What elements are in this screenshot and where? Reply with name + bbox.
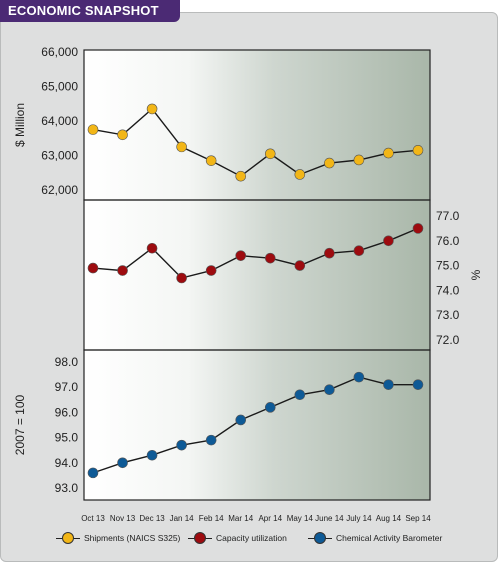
data-point-1-7 (294, 169, 306, 180)
data-point-3-4 (205, 434, 217, 446)
data-point-2-0 (87, 262, 99, 274)
panel-3-ytick: 97.0 (55, 380, 79, 394)
data-point-3-9 (353, 371, 365, 383)
legend-item-shipments: Shipments (NAICS S325) (56, 528, 180, 548)
data-point-3-3 (176, 439, 187, 451)
legend-label-capacity: Capacity utilization (216, 533, 287, 543)
legend-label-shipments: Shipments (NAICS S325) (84, 533, 181, 543)
data-point-3-5 (235, 414, 247, 426)
legend-swatch-capacity (194, 532, 206, 544)
x-tick-label: Aug 14 (376, 514, 402, 523)
x-tick-label: Mar 14 (228, 514, 253, 523)
data-point-2-8 (324, 247, 335, 259)
x-tick-label: Apr 14 (258, 514, 282, 523)
panel-1-ytick: 64,000 (41, 114, 78, 128)
data-point-1-3 (176, 141, 187, 153)
data-point-2-4 (205, 265, 217, 276)
data-point-2-7 (294, 260, 306, 271)
data-point-1-0 (87, 124, 99, 135)
x-tick-label: Dec 13 (139, 514, 165, 523)
data-point-3-1 (117, 457, 128, 469)
panel-3-ytick: 96.0 (55, 405, 79, 419)
data-point-3-0 (87, 467, 99, 479)
data-point-3-2 (146, 449, 158, 461)
data-point-1-5 (235, 170, 247, 182)
legend-line-icon (188, 532, 212, 544)
data-point-3-10 (383, 379, 394, 390)
legend-item-barometer: Chemical Activity Barometer (308, 528, 442, 548)
panel-2-ylabel: % (469, 269, 483, 280)
legend-swatch-shipments (62, 532, 74, 544)
panel-2-ytick: 73.0 (436, 308, 460, 322)
data-point-2-2 (146, 242, 158, 254)
x-tick-label: Sep 14 (405, 514, 431, 523)
data-point-2-1 (117, 265, 128, 276)
data-point-1-11 (412, 145, 424, 156)
plot-background (84, 50, 430, 500)
panel-3-border (83, 349, 431, 501)
panel-2-ytick: 77.0 (436, 209, 460, 223)
data-point-2-6 (264, 252, 276, 264)
panel-3-ytick: 94.0 (55, 456, 79, 470)
data-point-2-3 (176, 272, 187, 284)
panel-3-ytick: 95.0 (55, 431, 79, 445)
x-tick-label: July 14 (346, 514, 372, 523)
data-point-3-8 (324, 384, 335, 396)
legend-line-icon (56, 532, 80, 544)
x-tick-label: May 14 (287, 514, 314, 523)
panel-2-ytick: 75.0 (436, 259, 460, 273)
data-point-3-11 (412, 379, 424, 390)
data-point-1-1 (117, 129, 128, 141)
data-point-1-8 (324, 157, 335, 169)
data-point-1-10 (383, 147, 394, 159)
panel-1-ytick: 63,000 (41, 149, 78, 163)
data-point-3-6 (264, 402, 276, 413)
panel-2-ytick: 72.0 (436, 333, 460, 347)
chart-legend: Shipments (NAICS S325) Capacity utilizat… (0, 528, 500, 548)
panel-1-ytick: 62,000 (41, 183, 78, 197)
data-point-1-4 (205, 155, 217, 166)
x-tick-label: Jan 14 (170, 514, 195, 523)
panel-1-ylabel: $ Million (13, 103, 27, 147)
data-point-2-10 (383, 235, 394, 247)
panel-1-ytick: 66,000 (41, 45, 78, 59)
data-point-2-11 (412, 223, 424, 234)
data-point-1-9 (353, 154, 365, 166)
legend-item-capacity: Capacity utilization (188, 528, 287, 548)
panel-3-ytick: 98.0 (55, 355, 79, 369)
panel-2-ytick: 74.0 (436, 283, 460, 297)
legend-swatch-barometer (314, 532, 326, 544)
x-tick-label: Oct 13 (81, 514, 105, 523)
panel-3-ylabel: 2007 = 100 (13, 394, 27, 455)
legend-line-icon (308, 532, 332, 544)
x-tick-label: June 14 (315, 514, 344, 523)
data-point-1-6 (264, 148, 276, 160)
data-point-3-7 (294, 389, 306, 401)
data-point-2-5 (235, 250, 247, 261)
x-tick-label: Feb 14 (199, 514, 224, 523)
data-point-1-2 (146, 103, 158, 115)
legend-label-barometer: Chemical Activity Barometer (336, 533, 443, 543)
panel-1-ytick: 65,000 (41, 80, 78, 94)
panel-2-ytick: 76.0 (436, 234, 460, 248)
x-tick-label: Nov 13 (110, 514, 136, 523)
section-badge: ECONOMIC SNAPSHOT (0, 0, 180, 22)
panel-3-ytick: 93.0 (55, 481, 79, 495)
data-point-2-9 (353, 245, 365, 257)
